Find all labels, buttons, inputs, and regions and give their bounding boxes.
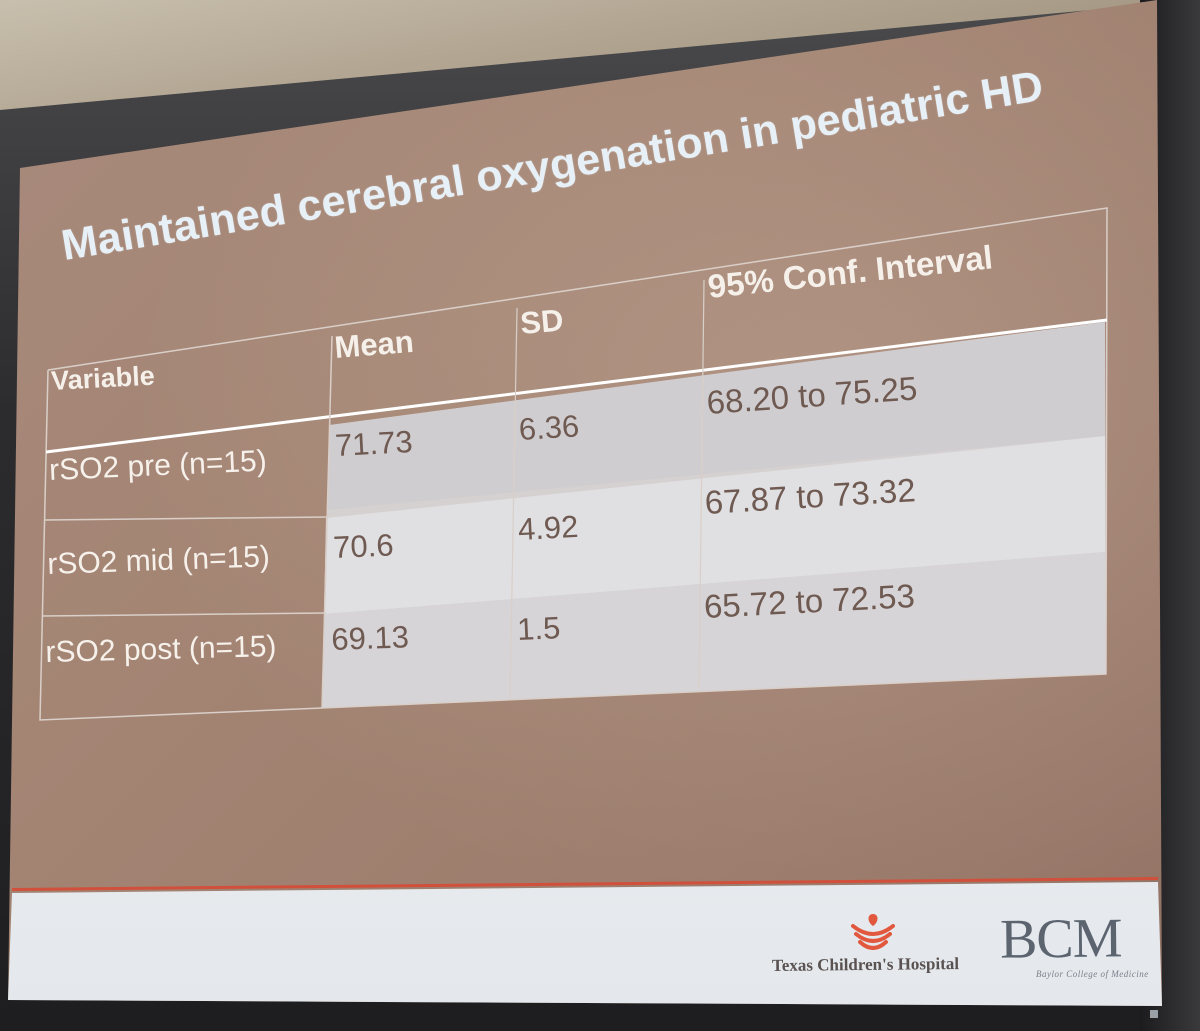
cell-mean-row3: 69.13 bbox=[330, 619, 410, 658]
table-row-band bbox=[324, 436, 1105, 614]
cell-sd-row2: 4.92 bbox=[517, 508, 580, 548]
table-border bbox=[39, 207, 1108, 721]
header-mean: Mean bbox=[333, 323, 415, 366]
bcm-logo: BCM bbox=[999, 907, 1122, 971]
column-separator bbox=[321, 335, 333, 709]
cell-sd-row3: 1.5 bbox=[516, 610, 562, 648]
cell-mean-row2: 70.6 bbox=[332, 527, 395, 566]
cell-mean-row1: 71.73 bbox=[334, 423, 414, 464]
texas-childrens-logo-text: Texas Children's Hospital bbox=[771, 954, 960, 975]
table-row-band bbox=[327, 322, 1105, 510]
cell-variable-row3: rSO2 post (n=15) bbox=[45, 629, 277, 670]
row-separator bbox=[41, 612, 327, 617]
row-separator bbox=[43, 516, 331, 521]
cell-sd-row1: 6.36 bbox=[517, 408, 581, 448]
header-separator bbox=[45, 318, 1108, 454]
screen-corner-marker bbox=[1150, 1010, 1158, 1018]
column-separator bbox=[698, 279, 705, 689]
bcm-logo-subtitle: Baylor College of Medicine bbox=[1036, 969, 1149, 979]
header-variable: Variable bbox=[50, 360, 156, 397]
table-row-band bbox=[322, 552, 1106, 708]
header-sd: SD bbox=[518, 302, 565, 342]
texas-childrens-logo-icon bbox=[851, 914, 895, 950]
column-separator bbox=[509, 307, 518, 699]
